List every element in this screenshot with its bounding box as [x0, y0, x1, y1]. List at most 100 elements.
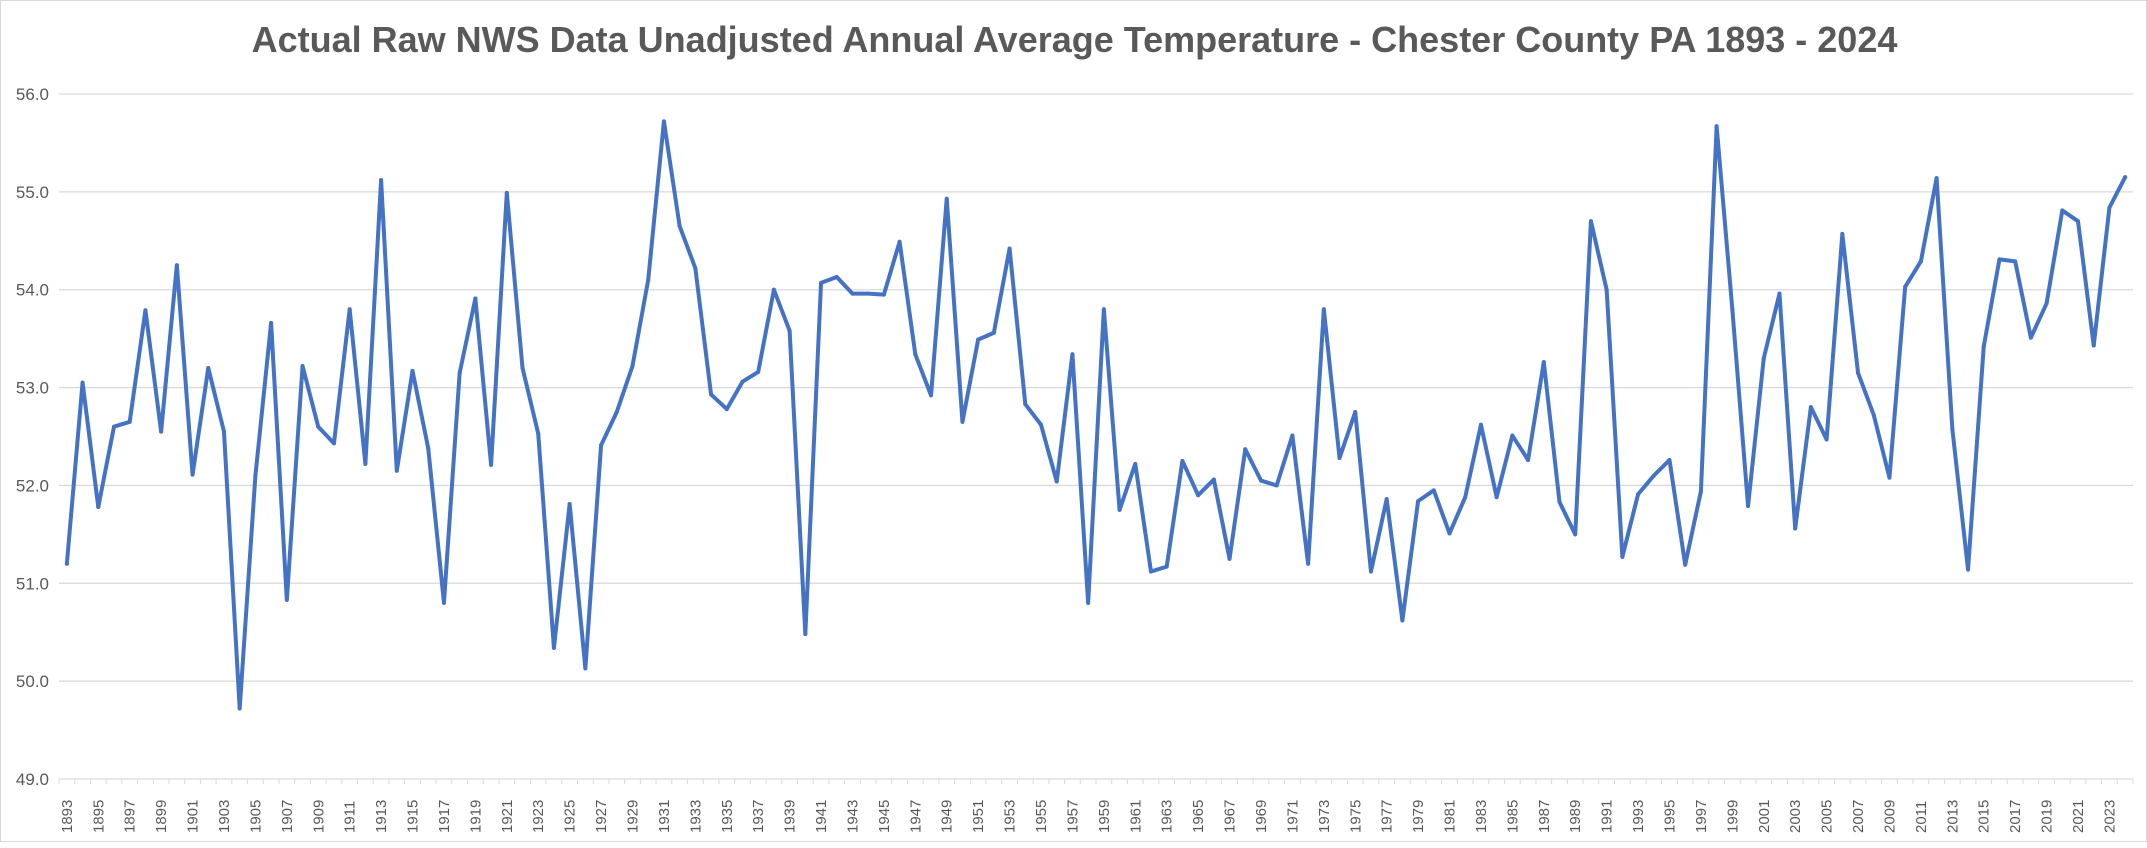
data-point [96, 504, 101, 509]
x-tick-label: 1923 [530, 800, 547, 833]
data-point [363, 461, 368, 466]
x-tick-label: 1945 [876, 800, 893, 833]
data-point [410, 368, 415, 373]
x-tick-label: 1993 [1630, 800, 1647, 833]
data-point [1164, 564, 1169, 569]
data-point [2044, 301, 2049, 306]
data-point [206, 366, 211, 370]
data-point [944, 196, 949, 201]
data-point [316, 424, 321, 429]
x-tick-label: 1955 [1033, 800, 1050, 833]
data-point [253, 473, 258, 478]
data-point [1746, 503, 1751, 508]
y-tick-label: 50.0 [16, 672, 49, 691]
data-point [929, 393, 934, 398]
data-point [111, 424, 116, 429]
data-point [1541, 360, 1546, 365]
data-point [1903, 284, 1908, 289]
data-point [1966, 567, 1971, 572]
x-tick-label: 1979 [1410, 800, 1427, 833]
x-tick-label: 1927 [593, 800, 610, 833]
data-point [127, 419, 132, 424]
x-tick-label: 1985 [1504, 800, 1521, 833]
data-point [756, 369, 761, 374]
x-tick-label: 1969 [1253, 800, 1270, 833]
x-tick-label: 1989 [1567, 800, 1584, 833]
data-point [677, 224, 682, 229]
x-tick-label: 2011 [1913, 801, 1930, 833]
x-tick-label: 1965 [1190, 800, 1207, 833]
data-point [394, 468, 399, 473]
x-tick-label: 2023 [2101, 800, 2118, 833]
data-point [2076, 219, 2081, 224]
y-tick-label: 53.0 [16, 379, 49, 398]
data-point [646, 277, 651, 282]
data-point [1730, 307, 1735, 312]
data-point [787, 328, 792, 333]
data-point [1227, 556, 1232, 561]
data-point [1526, 457, 1531, 462]
x-tick-label: 1971 [1284, 800, 1301, 833]
data-point [850, 291, 855, 296]
data-point [174, 263, 179, 268]
data-point [80, 380, 85, 385]
data-point [1494, 495, 1499, 500]
data-point [551, 645, 556, 650]
data-point [473, 296, 478, 301]
data-point [237, 706, 242, 711]
x-tick-label: 1957 [1064, 800, 1081, 833]
data-point [64, 561, 69, 566]
x-tick-label: 1897 [122, 800, 139, 833]
x-tick-label: 1933 [687, 800, 704, 833]
data-point [489, 462, 494, 467]
data-point [913, 352, 918, 357]
data-point [614, 410, 619, 415]
data-point [897, 239, 902, 244]
x-tick-label: 2015 [1976, 800, 1993, 833]
data-point [866, 291, 871, 296]
y-tick-label: 49.0 [16, 770, 49, 789]
data-point [159, 429, 164, 434]
data-point [1368, 569, 1373, 574]
data-point [441, 600, 446, 605]
x-tick-label: 1941 [813, 800, 830, 833]
data-point [724, 407, 729, 412]
data-point [991, 330, 996, 335]
data-point [1211, 477, 1216, 482]
data-point [1588, 219, 1593, 224]
data-point [1871, 412, 1876, 417]
data-point [960, 419, 965, 424]
data-point [1133, 461, 1138, 466]
data-point [1683, 562, 1688, 567]
x-tick-label: 1919 [467, 800, 484, 833]
data-point [1918, 259, 1923, 264]
data-point [1290, 433, 1295, 438]
x-tick-label: 2007 [1850, 800, 1867, 833]
x-tick-label: 1983 [1473, 800, 1490, 833]
data-point [1431, 488, 1436, 493]
x-tick-label: 2003 [1787, 800, 1804, 833]
x-tick-label: 1893 [59, 800, 76, 833]
data-point [331, 441, 336, 446]
data-point [1039, 422, 1044, 427]
data-point [740, 379, 745, 384]
data-point [1416, 499, 1421, 504]
x-tick-label: 1925 [562, 800, 579, 833]
x-tick-label: 2013 [1944, 800, 1961, 833]
x-tick-label: 1997 [1693, 800, 1710, 833]
data-point [2013, 259, 2018, 264]
data-point [1180, 458, 1185, 463]
x-tick-label: 1931 [656, 800, 673, 833]
data-point [803, 632, 808, 637]
x-tick-label: 1943 [844, 800, 861, 833]
x-tick-label: 1911 [342, 801, 359, 833]
data-point [300, 364, 305, 369]
data-point [1981, 344, 1986, 349]
data-point [1667, 457, 1672, 462]
data-point [1353, 410, 1358, 415]
data-point [2028, 335, 2033, 340]
data-point [426, 446, 431, 451]
x-tick-label: 1937 [750, 800, 767, 833]
x-tick-label: 1901 [185, 800, 202, 833]
